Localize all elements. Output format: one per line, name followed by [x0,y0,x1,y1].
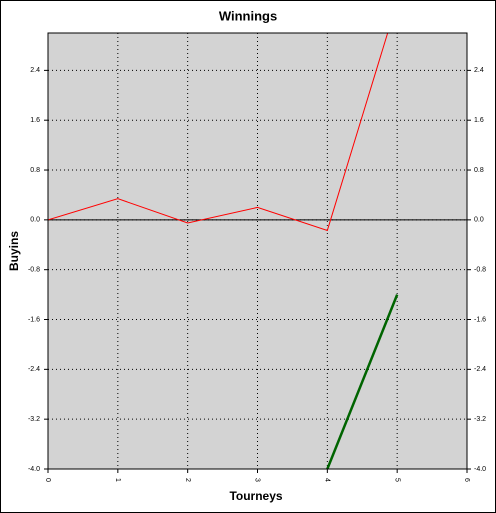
series-line [48,33,389,232]
chart-title: Winnings [219,8,277,23]
y-tick-label: 0.0 [30,217,40,224]
series-line [326,294,399,469]
y2-tick-label: -3.2 [474,416,486,423]
y-tick-label: 0.8 [30,167,40,174]
plot-area [48,33,467,469]
y2-tick-label: -1.6 [474,316,486,323]
y2-tick-label: -2.4 [474,366,486,373]
x-tick-label: 5 [393,478,400,482]
y-tick-label: -4.0 [28,466,40,473]
y2-tick-label: 0.8 [474,167,484,174]
y-tick-label: 1.6 [30,117,40,124]
x-axis-label: Tourneys [229,489,282,503]
x-tick-label: 4 [323,478,330,482]
y2-tick-label: -0.8 [474,267,486,274]
y-tick-label: -3.2 [28,416,40,423]
y2-tick-label: 1.6 [474,117,484,124]
y2-tick-label: 2.4 [474,67,484,74]
y-tick-label: 2.4 [30,67,40,74]
x-tick-label: 6 [463,478,470,482]
y-tick-label: -1.6 [28,316,40,323]
x-tick-label: 0 [44,478,51,482]
y-axis-label: Buyins [7,231,21,271]
y-tick-label: -2.4 [28,366,40,373]
y2-tick-label: 0.0 [474,217,484,224]
y-tick-label: -0.8 [28,267,40,274]
y2-tick-label: -4.0 [474,466,486,473]
x-tick-label: 1 [114,478,121,482]
x-tick-label: 2 [184,478,191,482]
x-tick-label: 3 [254,478,261,482]
